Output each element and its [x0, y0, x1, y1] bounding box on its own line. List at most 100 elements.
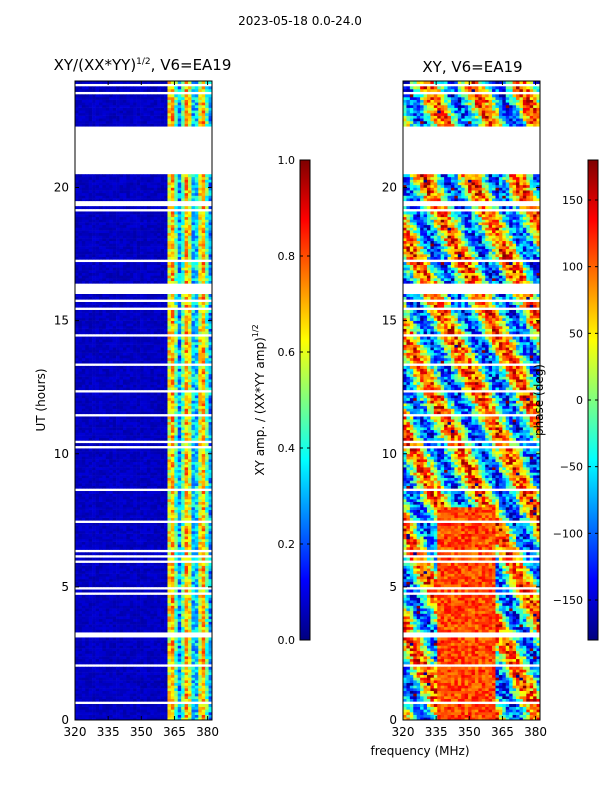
- heatmap-cell: [174, 392, 179, 396]
- heatmap-cell: [153, 493, 158, 497]
- heatmap-cell: [194, 544, 199, 548]
- heatmap-cell: [184, 621, 189, 625]
- heatmap-cell: [122, 483, 127, 486]
- heatmap-cell: [122, 661, 127, 665]
- heatmap-cell: [112, 530, 117, 534]
- heatmap-cell: [129, 357, 134, 361]
- heatmap-cell: [205, 717, 209, 721]
- heatmap-cell: [208, 672, 213, 676]
- heatmap-cell: [150, 475, 155, 479]
- heatmap-cell: [188, 360, 192, 364]
- heatmap-cell: [133, 525, 137, 529]
- heatmap-cell: [177, 605, 182, 609]
- heatmap-cell: [81, 469, 86, 473]
- heatmap-cell: [188, 496, 192, 500]
- heatmap-cell: [194, 610, 199, 614]
- heatmap-cell: [112, 581, 117, 585]
- heatmap-cell: [136, 360, 141, 364]
- heatmap-cell: [170, 376, 175, 380]
- heatmap-cell: [109, 347, 113, 351]
- heatmap-cell: [109, 435, 113, 439]
- heatmap-cell: [102, 589, 107, 593]
- heatmap-cell: [188, 536, 192, 540]
- heatmap-cell: [184, 368, 189, 372]
- heatmap-cell: [75, 467, 79, 471]
- heatmap-cell: [78, 578, 83, 582]
- heatmap-cell: [164, 522, 168, 526]
- heatmap-cell: [143, 443, 148, 447]
- heatmap-cell: [129, 365, 134, 369]
- heatmap-cell: [188, 581, 192, 585]
- heatmap-cell: [116, 589, 120, 593]
- heatmap-cell: [188, 712, 192, 715]
- heatmap-cell: [102, 624, 107, 628]
- heatmap-cell: [75, 514, 79, 518]
- heatmap-cell: [81, 536, 86, 540]
- heatmap-cell: [174, 485, 179, 489]
- heatmap-cell: [85, 485, 89, 489]
- heatmap-cell: [167, 373, 172, 377]
- heatmap-cell: [167, 461, 172, 465]
- heatmap-cell: [174, 400, 179, 404]
- heatmap-cell: [92, 381, 96, 385]
- heatmap-cell: [102, 698, 107, 702]
- heatmap-cell: [85, 616, 89, 620]
- heatmap-cell: [112, 477, 117, 481]
- heatmap-cell: [122, 576, 127, 580]
- heatmap-cell: [160, 696, 165, 699]
- heatmap-cell: [109, 698, 113, 702]
- heatmap-cell: [208, 371, 213, 375]
- heatmap-cell: [109, 658, 113, 662]
- heatmap-cell: [167, 475, 172, 479]
- heatmap-cell: [143, 570, 148, 574]
- heatmap-cell: [119, 602, 124, 606]
- heatmap-cell: [208, 485, 213, 489]
- heatmap-cell: [98, 637, 103, 641]
- heatmap-cell: [126, 594, 131, 598]
- heatmap-cell: [164, 451, 168, 455]
- heatmap-cell: [167, 429, 172, 433]
- heatmap-cell: [75, 400, 79, 404]
- heatmap-cell: [205, 685, 209, 689]
- heatmap-cell: [160, 424, 165, 428]
- heatmap-cell: [119, 669, 124, 673]
- heatmap-cell: [157, 459, 161, 463]
- heatmap-cell: [129, 419, 134, 423]
- heatmap-cell: [88, 381, 93, 385]
- heatmap-cell: [160, 645, 165, 649]
- heatmap-cell: [160, 618, 165, 622]
- heatmap-cell: [78, 525, 83, 529]
- heatmap-cell: [75, 624, 79, 628]
- heatmap-cell: [150, 645, 155, 649]
- heatmap-cell: [81, 616, 86, 620]
- heatmap-cell: [181, 656, 185, 660]
- heatmap-cell: [164, 408, 168, 412]
- heatmap-cell: [109, 453, 113, 457]
- heatmap-cell: [205, 709, 209, 713]
- heatmap-cell: [167, 451, 172, 455]
- heatmap-cell: [92, 696, 96, 699]
- heatmap-cell: [143, 714, 148, 718]
- heatmap-cell: [112, 387, 117, 391]
- heatmap-cell: [129, 557, 134, 561]
- heatmap-cell: [95, 419, 100, 423]
- heatmap-cell: [140, 397, 144, 401]
- heatmap-cell: [157, 688, 161, 692]
- heatmap-cell: [78, 453, 83, 457]
- heatmap-cell: [133, 504, 137, 508]
- heatmap-cell: [92, 613, 96, 617]
- heatmap-cell: [78, 480, 83, 484]
- heatmap-cell: [85, 608, 89, 612]
- heatmap-cell: [143, 384, 148, 388]
- heatmap-cell: [201, 453, 206, 457]
- heatmap-cell: [146, 698, 151, 702]
- heatmap-cell: [136, 618, 141, 622]
- heatmap-cell: [153, 658, 158, 662]
- heatmap-cell: [167, 349, 172, 353]
- heatmap-cell: [153, 357, 158, 361]
- heatmap-cell: [122, 568, 127, 572]
- heatmap-cell: [188, 429, 192, 433]
- heatmap-cell: [153, 680, 158, 684]
- heatmap-cell: [153, 690, 158, 694]
- heatmap-cell: [160, 626, 165, 630]
